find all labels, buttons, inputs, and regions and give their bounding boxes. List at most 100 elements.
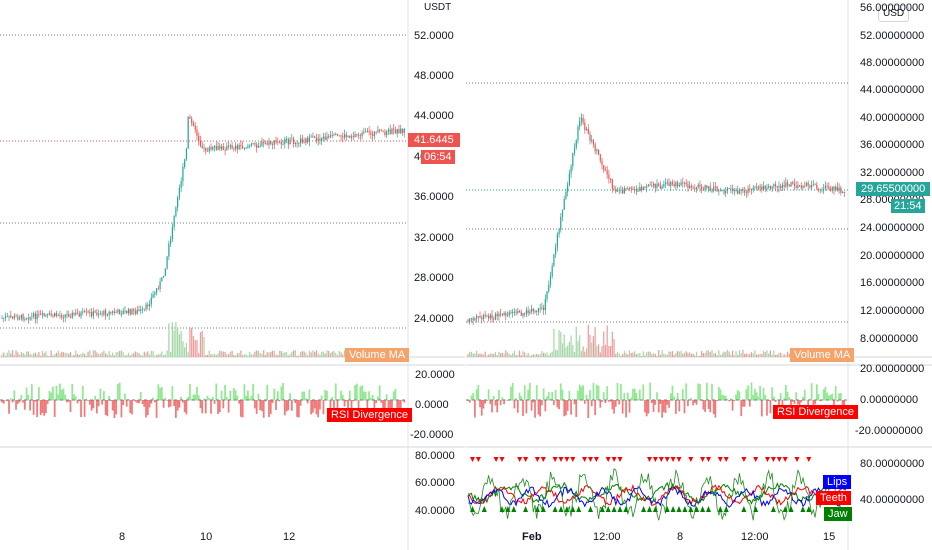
candle-body [370, 132, 372, 135]
left-osc-tick: 60.0000 [415, 477, 455, 489]
rsi-bar [609, 400, 612, 402]
candle-body [625, 188, 627, 189]
rsi-bar [690, 397, 693, 401]
candle-body [561, 209, 564, 217]
rsi-bar [138, 400, 140, 404]
candle-body [630, 187, 632, 189]
candle-body [713, 186, 715, 191]
candle-body [711, 190, 713, 192]
volume-bar [599, 352, 601, 357]
rsi-bar [632, 388, 634, 401]
volume-bar [644, 355, 646, 357]
candle-body [71, 312, 73, 318]
rsi-bar [695, 400, 698, 405]
volume-bar [82, 352, 84, 357]
rsi-bar [355, 383, 358, 401]
candle-body [307, 138, 309, 143]
candle-body [189, 116, 191, 119]
jaw-label[interactable]: Jaw [824, 507, 852, 521]
volume-bar [565, 347, 567, 357]
volume-bar [161, 351, 163, 357]
right-volume-ma-label[interactable]: Volume MA [790, 348, 855, 362]
candle-body [141, 308, 144, 310]
candle-body [250, 143, 253, 146]
left-chart-canvas[interactable] [0, 0, 465, 550]
volume-bar [106, 354, 109, 357]
candle-body [208, 147, 210, 152]
lips-label[interactable]: Lips [823, 475, 852, 489]
rsi-bar [559, 383, 562, 401]
volume-bar [481, 354, 483, 357]
left-volume-ma-label[interactable]: Volume MA [345, 348, 410, 362]
right-unit-button[interactable]: USD [878, 5, 910, 22]
volume-bar [48, 355, 51, 357]
rsi-bar [297, 400, 300, 418]
candle-body [769, 186, 772, 189]
volume-bar [486, 355, 488, 357]
right-price-tick: 16.00000000 [860, 277, 925, 289]
up-marker [499, 506, 505, 512]
oscillator-line [467, 468, 847, 521]
candle-body [398, 129, 400, 134]
rsi-bar [757, 396, 760, 401]
candle-body [257, 145, 260, 148]
rsi-bar [754, 388, 756, 401]
volume-bar [342, 354, 344, 357]
candle-body [198, 135, 200, 141]
candle-body [343, 134, 346, 138]
right-chart[interactable]: USD 56.00000000 52.00000000 48.00000000 … [466, 0, 932, 550]
down-marker [593, 457, 599, 462]
candle-body [585, 128, 588, 130]
right-chart-canvas[interactable] [466, 0, 932, 550]
volume-bar [303, 351, 305, 357]
volume-bar [326, 350, 328, 357]
up-marker [670, 506, 676, 512]
candle-body [220, 146, 223, 149]
down-marker [741, 457, 747, 462]
rsi-bar [196, 386, 198, 401]
left-rsi-divergence-label[interactable]: RSI Divergence [327, 408, 413, 422]
volume-bar [129, 355, 131, 357]
right-price-tick: 48.00000000 [860, 57, 925, 69]
right-time-tick: 12:00 [593, 531, 621, 543]
rsi-bar [546, 396, 548, 401]
rsi-bar [829, 394, 832, 401]
volume-bar [17, 352, 19, 357]
right-rsi-divergence-label[interactable]: RSI Divergence [773, 405, 859, 419]
rsi-bar [118, 382, 121, 401]
teeth-label[interactable]: Teeth [816, 491, 851, 505]
rsi-bar [506, 400, 509, 401]
volume-bar [97, 353, 100, 357]
volume-bar [549, 352, 552, 357]
up-marker [641, 506, 647, 512]
rsi-bar [146, 400, 149, 416]
volume-bar [658, 350, 660, 357]
volume-bar [567, 345, 569, 357]
volume-bar [310, 352, 312, 357]
left-chart[interactable]: USDT 52.0000 48.0000 44.0000 40 36.0000 … [0, 0, 465, 550]
candle-body [587, 128, 589, 134]
candle-body [835, 186, 837, 191]
rsi-bar [774, 400, 777, 402]
rsi-bar [292, 398, 295, 401]
volume-bar [771, 354, 773, 357]
rsi-bar [4, 400, 7, 401]
rsi-bar [206, 395, 209, 401]
volume-bar [315, 350, 318, 357]
candle-body [69, 316, 72, 318]
right-price-tick: 44.00000000 [860, 84, 925, 96]
candle-body [591, 139, 593, 141]
volume-bar [43, 353, 45, 357]
candle-body [85, 311, 87, 313]
candle-body [479, 316, 481, 318]
rsi-bar [115, 400, 118, 415]
candle-body [278, 141, 281, 143]
candle-body [24, 318, 26, 320]
candle-body [778, 186, 780, 188]
volume-bar [726, 350, 729, 357]
volume-bar [656, 355, 658, 357]
volume-bar [707, 350, 710, 357]
volume-bar [756, 354, 758, 357]
rsi-bar [111, 400, 114, 411]
candle-body [515, 311, 517, 313]
